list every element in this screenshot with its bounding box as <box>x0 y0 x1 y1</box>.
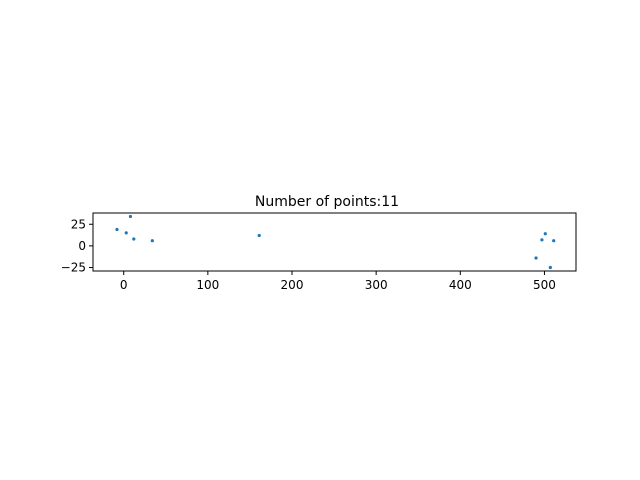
data-points <box>115 214 556 270</box>
x-tick-label: 300 <box>365 278 388 292</box>
x-tick-label: 200 <box>281 278 304 292</box>
y-tick-label: 0 <box>78 239 86 253</box>
data-point <box>257 233 261 238</box>
data-point <box>132 237 136 241</box>
data-point <box>552 239 556 243</box>
data-point <box>150 239 154 243</box>
x-tick-label: 100 <box>196 278 219 292</box>
plot-frame <box>92 212 577 272</box>
x-tick-label: 400 <box>449 278 472 292</box>
x-axis: 0 100 200 300 400 500 <box>120 271 556 292</box>
data-point <box>543 232 547 236</box>
data-point <box>540 238 544 242</box>
y-tick-label: 25 <box>71 217 86 231</box>
y-tick-label: −25 <box>61 261 86 275</box>
y-axis: −25 0 25 <box>61 217 93 275</box>
data-point <box>534 256 538 260</box>
x-tick-label: 0 <box>120 278 128 292</box>
chart-title: Number of points:11 <box>255 194 399 210</box>
data-point <box>548 265 552 270</box>
data-point <box>115 227 119 232</box>
x-tick-label: 500 <box>533 278 556 292</box>
data-point <box>128 214 133 219</box>
data-point <box>124 231 128 235</box>
